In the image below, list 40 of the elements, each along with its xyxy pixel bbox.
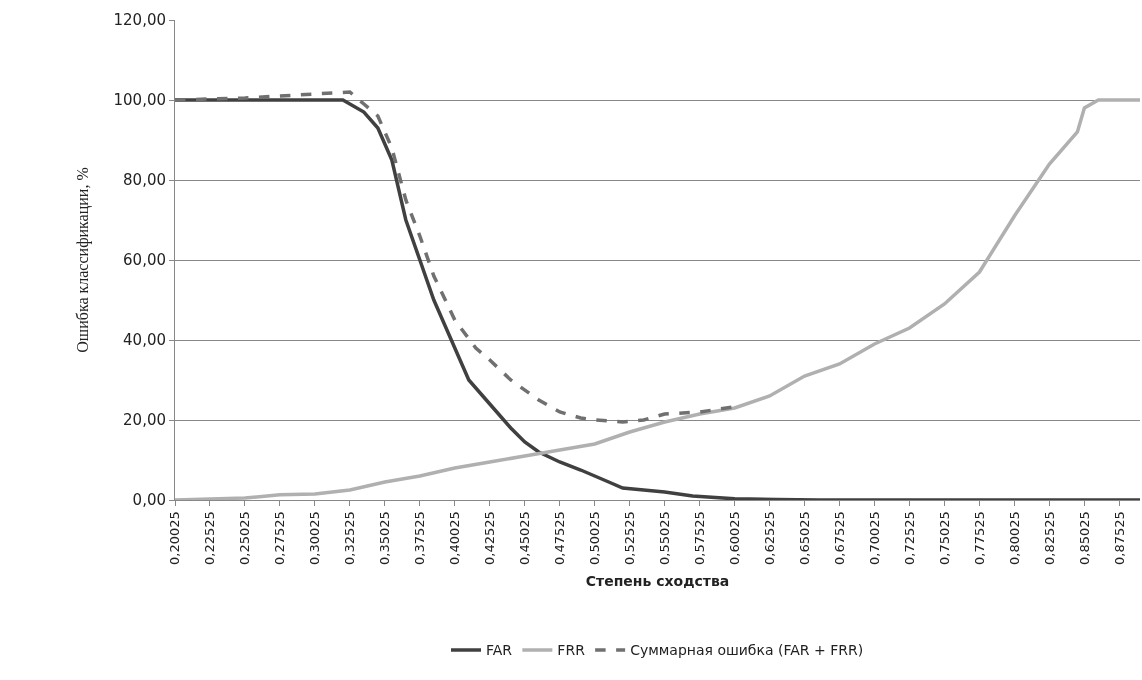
legend-label: FRR	[557, 642, 586, 659]
x-tick-label: 0,85025	[1076, 511, 1092, 565]
x-tick-label: 0,35025	[377, 511, 393, 565]
y-tick-label: 40,00	[123, 331, 166, 350]
x-tick-label: 0,42525	[482, 511, 498, 565]
y-tick-label: 120,00	[113, 11, 166, 30]
x-tick-label: 0,50025	[586, 511, 602, 565]
x-tick-label: 0,20025	[167, 511, 183, 565]
x-tick-label: 0,37525	[412, 511, 428, 565]
y-tick-label: 20,00	[123, 411, 166, 430]
x-tick-label: 0,52525	[621, 511, 637, 565]
x-tick-label: 0,70025	[866, 511, 882, 565]
y-tick-label: 80,00	[123, 171, 166, 190]
x-tick-label: 0,40025	[447, 511, 463, 565]
x-tick-label: 0,30025	[307, 511, 323, 565]
y-tick-label: 100,00	[113, 91, 166, 110]
x-tick-label: 0,47525	[551, 511, 567, 565]
x-tick-label: 0,80025	[1006, 511, 1022, 565]
x-tick-label: 0,22525	[202, 511, 218, 565]
x-tick-label: 0,72525	[901, 511, 917, 565]
legend-label: FAR	[486, 642, 513, 659]
x-tick-label: 0,27525	[272, 511, 288, 565]
y-tick-label: 60,00	[123, 251, 166, 270]
x-tick-label: 0,75025	[936, 511, 952, 565]
x-tick-label: 0,77525	[971, 511, 987, 565]
x-tick-label: 0,87525	[1111, 511, 1127, 565]
legend-label: Суммарная ошибка (FAR + FRR)	[630, 642, 864, 659]
x-tick-label: 0,55025	[656, 511, 672, 565]
y-axis-title: Ошибка классификации, %	[74, 167, 93, 353]
x-tick-label: 0,32525	[342, 511, 358, 565]
x-tick-label: 0,57525	[691, 511, 707, 565]
x-tick-label: 0,82525	[1041, 511, 1057, 565]
x-tick-label: 0,65025	[796, 511, 812, 565]
y-tick-label: 0,00	[132, 491, 166, 510]
x-tick-label: 0,60025	[726, 511, 742, 565]
x-axis-title: Степень сходства	[585, 573, 730, 590]
x-tick-label: 0,67525	[831, 511, 847, 565]
x-tick-label: 0,62525	[761, 511, 777, 565]
x-tick-label: 0,25025	[237, 511, 253, 565]
x-tick-label: 0,45025	[516, 511, 532, 565]
